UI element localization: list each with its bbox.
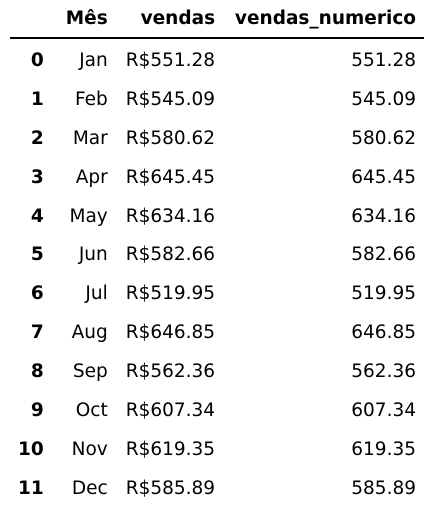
cell-vendas-numerico: 634.16: [351, 205, 416, 227]
cell-mes: Jul: [85, 283, 108, 305]
header-index: [10, 0, 52, 39]
row-index: 5: [30, 244, 44, 266]
cell-vendas-numerico: 582.66: [351, 244, 416, 266]
cell-vendas: R$545.09: [125, 88, 216, 110]
cell-vendas-numerico: 562.36: [351, 361, 416, 383]
table-row: 4 May R$634.16 634.16: [10, 197, 424, 236]
table-row: 7 Aug R$646.85 646.85: [10, 313, 424, 352]
row-index: 4: [30, 205, 44, 227]
cell-mes: Aug: [71, 322, 108, 344]
cell-vendas-numerico: 519.95: [351, 283, 416, 305]
row-index: 2: [30, 127, 44, 149]
cell-vendas: R$634.16: [125, 205, 216, 227]
cell-mes: Jan: [79, 49, 108, 71]
table-header: Mês vendas vendas_numerico: [10, 0, 424, 39]
row-index: 0: [30, 49, 44, 71]
cell-vendas: R$551.28: [125, 49, 216, 71]
row-index: 7: [30, 322, 44, 344]
cell-vendas: R$519.95: [125, 283, 216, 305]
table-row: 10 Nov R$619.35 619.35: [10, 430, 424, 469]
table-row: 3 Apr R$645.45 645.45: [10, 158, 424, 197]
cell-mes: Dec: [71, 477, 108, 499]
cell-vendas: R$646.85: [125, 322, 216, 344]
cell-mes: Feb: [74, 88, 108, 110]
cell-vendas: R$580.62: [125, 127, 216, 149]
table-row: 9 Oct R$607.34 607.34: [10, 391, 424, 430]
table-body: 0 Jan R$551.28 551.28 1 Feb R$545.09 545…: [10, 38, 424, 508]
cell-vendas-numerico: 646.85: [351, 322, 416, 344]
cell-vendas: R$585.89: [125, 477, 216, 499]
row-index: 3: [30, 166, 44, 188]
cell-vendas: R$582.66: [125, 244, 216, 266]
cell-mes: May: [69, 205, 108, 227]
cell-vendas-numerico: 619.35: [351, 438, 416, 460]
cell-vendas-numerico: 545.09: [351, 88, 416, 110]
table-row: 0 Jan R$551.28 551.28: [10, 38, 424, 80]
cell-mes: Sep: [72, 361, 108, 383]
cell-mes: Oct: [75, 399, 108, 421]
table-row: 2 Mar R$580.62 580.62: [10, 119, 424, 158]
table-row: 5 Jun R$582.66 582.66: [10, 235, 424, 274]
cell-vendas-numerico: 580.62: [351, 127, 416, 149]
cell-mes: Mar: [72, 127, 108, 149]
header-row: Mês vendas vendas_numerico: [10, 0, 424, 39]
row-index: 6: [30, 283, 44, 305]
table-row: 1 Feb R$545.09 545.09: [10, 80, 424, 119]
table-row: 6 Jul R$519.95 519.95: [10, 274, 424, 313]
row-index: 9: [30, 399, 44, 421]
row-index: 8: [30, 361, 44, 383]
cell-vendas-numerico: 607.34: [351, 399, 416, 421]
dataframe-table: Mês vendas vendas_numerico 0 Jan R$551.2…: [10, 0, 424, 508]
row-index: 1: [30, 88, 44, 110]
row-index: 10: [18, 438, 44, 460]
cell-vendas: R$645.45: [125, 166, 216, 188]
cell-vendas: R$619.35: [125, 438, 216, 460]
header-mes: Mês: [51, 0, 116, 39]
table-row: 8 Sep R$562.36 562.36: [10, 352, 424, 391]
cell-mes: Jun: [78, 244, 108, 266]
cell-vendas: R$607.34: [125, 399, 216, 421]
cell-vendas-numerico: 645.45: [351, 166, 416, 188]
header-vendas-numerico: vendas_numerico: [223, 0, 424, 39]
cell-mes: Apr: [75, 166, 108, 188]
row-index: 11: [18, 477, 44, 499]
cell-mes: Nov: [71, 438, 108, 460]
header-vendas: vendas: [115, 0, 224, 39]
cell-vendas-numerico: 551.28: [351, 49, 416, 71]
table-row: 11 Dec R$585.89 585.89: [10, 469, 424, 508]
cell-vendas-numerico: 585.89: [351, 477, 416, 499]
cell-vendas: R$562.36: [125, 361, 216, 383]
